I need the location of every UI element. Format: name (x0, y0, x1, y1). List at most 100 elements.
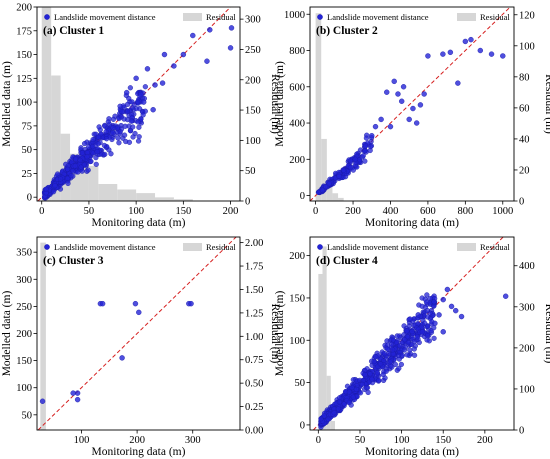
data-point (315, 189, 322, 195)
legend-marker-residual (457, 243, 476, 251)
data-point (119, 108, 125, 115)
data-point (432, 320, 438, 327)
data-point (159, 80, 166, 86)
y-tick-label: 100 (16, 383, 32, 394)
data-point (227, 45, 234, 51)
data-point (374, 370, 381, 376)
y-tick-label: 200 (289, 155, 305, 166)
data-point (140, 99, 147, 105)
panel-title: (d) Cluster 4 (316, 255, 378, 267)
x-tick-label: 1000 (492, 206, 513, 217)
data-point (144, 66, 151, 72)
data-point (396, 365, 402, 371)
data-point (455, 80, 461, 86)
data-point (93, 161, 99, 167)
data-point (90, 136, 96, 143)
data-point (360, 153, 366, 159)
y-axis-label: Modelled data (m) (1, 61, 13, 147)
y-tick-label: 100 (289, 336, 305, 347)
y-tick-label: 0 (27, 193, 32, 204)
residual-bar (117, 189, 137, 201)
residual-bar (318, 273, 323, 430)
legend-label-residual: Residual (480, 242, 510, 252)
data-point (402, 337, 408, 343)
residual-bar (51, 75, 61, 201)
y2-tick-label: 100 (519, 384, 535, 395)
data-point (90, 143, 96, 150)
y-tick-label: 75 (22, 121, 33, 132)
residual-bar (321, 138, 327, 201)
x-tick-label: 0 (39, 206, 44, 217)
data-point (135, 138, 142, 144)
y-tick-label: 50 (295, 378, 306, 389)
data-point (462, 38, 469, 45)
y2-tick-label: 1.25 (245, 308, 263, 319)
data-point (326, 181, 332, 187)
data-point (411, 352, 418, 358)
data-point (171, 63, 177, 69)
y2-tick-label: 100 (519, 41, 535, 52)
data-point (394, 333, 400, 339)
data-point (110, 125, 116, 131)
x-tick-label: 200 (223, 206, 239, 217)
y-tick-label: 0 (300, 420, 305, 431)
data-point (127, 85, 133, 91)
residual-bar (79, 162, 89, 201)
data-point (126, 139, 133, 145)
x-tick-label: 0 (316, 435, 321, 446)
y-tick-label: 25 (22, 169, 33, 180)
data-point (458, 313, 465, 320)
residual-bar (338, 197, 344, 201)
x-tick-label: 100 (74, 435, 90, 446)
data-point (394, 339, 400, 345)
legend-label-scatter: Landslide movement distance (327, 12, 429, 22)
data-point (161, 51, 168, 58)
data-point (377, 361, 384, 367)
y-axis-label: Modelled data (m) (1, 291, 13, 377)
legend-label-scatter: Landslide movement distance (54, 242, 156, 252)
residual-bar (155, 197, 174, 201)
y-tick-label: 100 (16, 98, 32, 109)
residual-bar (332, 193, 339, 201)
y2-axis-label: Residual (m) (543, 304, 550, 364)
y2-tick-label: 2.00 (245, 238, 263, 249)
data-point (68, 173, 74, 179)
data-point (431, 299, 437, 305)
data-point (77, 157, 83, 163)
legend-label-scatter: Landslide movement distance (327, 242, 429, 252)
x-tick-label: 400 (383, 206, 399, 217)
legend-marker-scatter (317, 244, 323, 250)
data-point (135, 119, 141, 125)
residual-bar (98, 184, 118, 201)
data-point (350, 394, 356, 400)
data-point (138, 91, 144, 98)
y-tick-label: 250 (16, 302, 32, 313)
data-point (372, 123, 379, 130)
panel-title: (c) Cluster 3 (43, 255, 104, 267)
data-point (500, 53, 506, 59)
data-point (419, 329, 426, 335)
data-point (431, 335, 437, 341)
data-point (440, 51, 446, 57)
residual-bar (330, 420, 335, 430)
data-point (488, 51, 495, 57)
y-tick-label: 600 (289, 82, 305, 93)
data-point (382, 351, 388, 357)
data-point (207, 27, 213, 33)
data-point (336, 173, 342, 180)
data-point (425, 53, 431, 59)
residual-bar (40, 242, 46, 430)
data-point (52, 182, 58, 189)
panel-title: (b) Cluster 2 (316, 25, 378, 37)
x-axis-label: Monitoring data (m) (365, 446, 459, 458)
y-tick-label: 350 (16, 248, 32, 259)
data-point (136, 124, 142, 130)
y2-axis-label: Residual (m) (269, 74, 281, 134)
y2-tick-label: 0 (519, 197, 524, 208)
data-point (96, 124, 102, 130)
y-tick-label: 50 (22, 145, 33, 156)
y-tick-label: 200 (16, 329, 32, 340)
data-point (85, 167, 91, 173)
legend-marker-residual (183, 13, 202, 21)
data-point (81, 140, 88, 147)
